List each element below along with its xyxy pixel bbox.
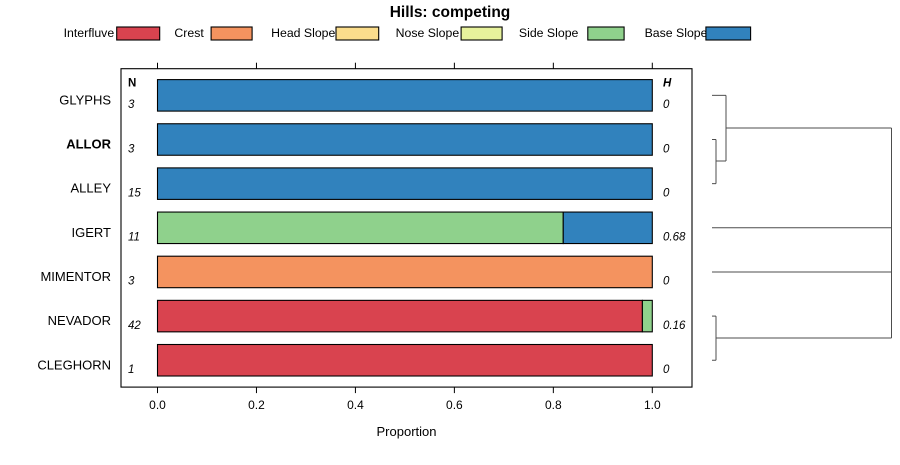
svg-text:CLEGHORN: CLEGHORN (37, 357, 111, 372)
svg-text:Base Slope: Base Slope (645, 26, 708, 40)
svg-text:0.2: 0.2 (248, 398, 265, 412)
svg-text:Proportion: Proportion (377, 424, 437, 439)
svg-text:0.8: 0.8 (545, 398, 562, 412)
svg-text:Nose Slope: Nose Slope (396, 26, 460, 40)
svg-text:1: 1 (128, 364, 134, 376)
svg-text:3: 3 (128, 276, 135, 288)
svg-text:N: N (128, 78, 136, 90)
svg-text:0: 0 (663, 187, 670, 199)
svg-text:IGERT: IGERT (72, 225, 112, 240)
svg-text:11: 11 (128, 232, 140, 244)
svg-text:42: 42 (128, 320, 141, 332)
svg-text:Interfluve: Interfluve (64, 26, 115, 40)
svg-text:0: 0 (663, 99, 670, 111)
svg-text:0.68: 0.68 (663, 232, 686, 244)
svg-text:H: H (663, 78, 672, 90)
svg-text:3: 3 (128, 99, 135, 111)
svg-text:Head Slope: Head Slope (271, 26, 335, 40)
svg-text:0.0: 0.0 (149, 398, 166, 412)
svg-text:15: 15 (128, 187, 141, 199)
svg-text:3: 3 (128, 143, 135, 155)
svg-text:Crest: Crest (174, 26, 204, 40)
svg-text:ALLEY: ALLEY (71, 181, 112, 196)
svg-text:ALLOR: ALLOR (66, 137, 111, 152)
svg-text:GLYPHS: GLYPHS (59, 92, 111, 107)
svg-text:1.0: 1.0 (644, 398, 661, 412)
svg-text:0.16: 0.16 (663, 320, 686, 332)
svg-text:0.4: 0.4 (347, 398, 364, 412)
svg-text:MIMENTOR: MIMENTOR (40, 269, 111, 284)
svg-text:NEVADOR: NEVADOR (48, 313, 111, 328)
svg-text:Side Slope: Side Slope (519, 26, 579, 40)
svg-text:Hills: competing: Hills: competing (390, 4, 511, 21)
svg-text:0: 0 (663, 364, 670, 376)
svg-text:0: 0 (663, 276, 670, 288)
svg-text:0.6: 0.6 (446, 398, 463, 412)
svg-text:0: 0 (663, 143, 670, 155)
